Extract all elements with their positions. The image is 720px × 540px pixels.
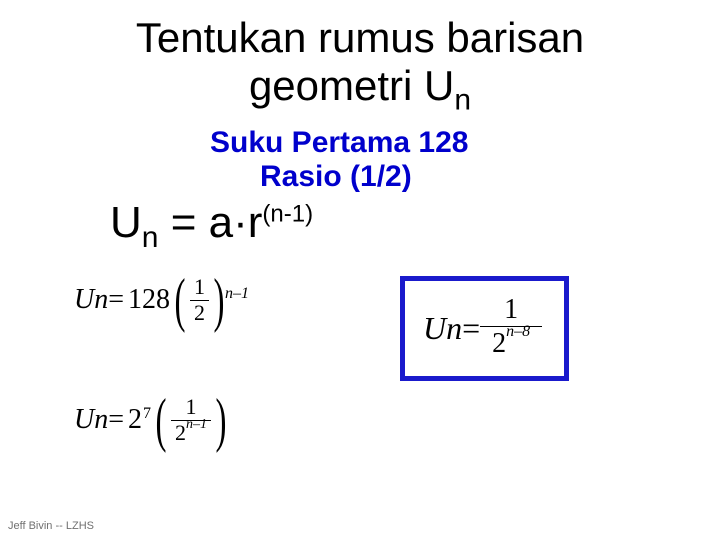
eq1-lparen: (	[175, 270, 186, 330]
eq1-u: U	[74, 284, 94, 316]
eq2-den-base: 2	[175, 420, 186, 445]
eq3-equals: =	[462, 310, 480, 347]
eq2-sub-n: n	[94, 404, 108, 436]
title-subscript-n: n	[454, 83, 471, 116]
eq2-lparen: (	[156, 390, 167, 450]
eq3-fraction: 1 2n–8	[480, 295, 542, 362]
eq1-frac-num: 1	[190, 275, 209, 300]
formula-sub-n: n	[142, 221, 159, 254]
eq1-equals: =	[108, 284, 124, 316]
eq3-u: U	[423, 310, 446, 347]
eq3-sub-n: n	[446, 310, 462, 347]
eq2-base: 2	[128, 404, 142, 436]
title-line2-text: geometri U	[249, 62, 454, 109]
footer-attribution: Jeff Bivin -- LZHS	[8, 520, 94, 532]
formula-exponent: (n-1)	[262, 200, 313, 227]
eq1-rparen: )	[214, 270, 225, 330]
given-first-term: Suku Pertama 128	[210, 126, 468, 160]
eq2-den-exp: n–1	[186, 417, 207, 432]
eq3-den-exp: n–8	[506, 323, 530, 340]
general-formula: Un = a·r(n-1)	[110, 198, 313, 255]
eq2-rparen: )	[216, 390, 227, 450]
given-ratio: Rasio (1/2)	[260, 160, 412, 194]
eq1-coeff: 128	[128, 284, 170, 316]
eq3-den-base: 2	[492, 328, 506, 359]
slide: Tentukan rumus barisan geometri Un Suku …	[0, 0, 720, 540]
eq2-equals: =	[108, 404, 124, 436]
eq1-exponent: n–1	[225, 285, 249, 303]
title-line2: geometri Un	[0, 62, 720, 117]
eq3-frac-den: 2n–8	[480, 327, 542, 362]
eq1-sub-n: n	[94, 284, 108, 316]
equation-2: U n = 2 7 ( 1 2n–1 )	[74, 390, 231, 450]
title-line1: Tentukan rumus barisan	[0, 14, 720, 62]
result-box: U n = 1 2n–8	[400, 276, 569, 381]
eq2-u: U	[74, 404, 94, 436]
formula-u: U	[110, 198, 142, 247]
eq2-base-exp: 7	[143, 405, 151, 423]
formula-equals-ar: = a·r	[158, 198, 262, 247]
equation-1: U n = 128 ( 1 2 ) n–1	[74, 270, 249, 330]
eq1-frac-den: 2	[190, 301, 209, 325]
eq1-fraction: 1 2	[190, 275, 209, 324]
eq2-frac-den: 2n–1	[171, 421, 211, 445]
eq2-fraction: 1 2n–1	[171, 395, 211, 444]
